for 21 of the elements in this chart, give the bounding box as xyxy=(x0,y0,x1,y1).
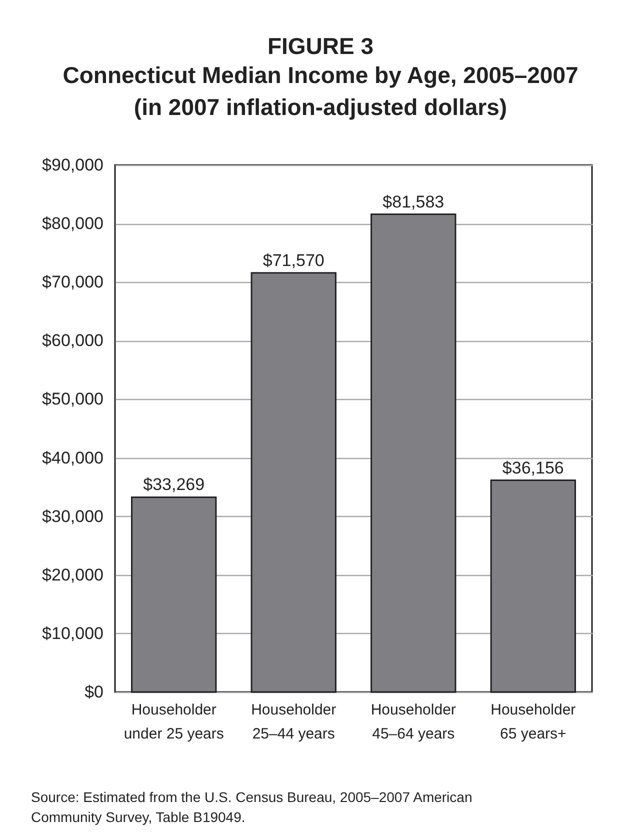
y-tick-label: $10,000 xyxy=(42,624,104,643)
data-label: $81,583 xyxy=(382,192,444,212)
data-label: $71,570 xyxy=(262,250,324,270)
y-tick-label: $0 xyxy=(84,682,104,702)
data-label: $36,156 xyxy=(502,458,564,478)
y-tick-label: $50,000 xyxy=(42,390,104,409)
source-note: Source: Estimated from the U.S. Census Bureau, 2005–2007 American Community Survey, Table B19049. xyxy=(31,789,472,825)
x-tick-label: Householder 65 years+ xyxy=(490,702,576,742)
data-label: $33,269 xyxy=(143,475,205,494)
x-tick-label: Householder 45–64 years xyxy=(370,702,456,742)
y-tick-label: $60,000 xyxy=(42,331,104,350)
chart-subtitle: Connecticut Median Income by Age, 2005–2007 (in 2007 inflation-adjusted dollars) xyxy=(62,62,578,120)
x-tick-label: Householder under 25 years xyxy=(124,702,224,742)
y-tick-label: $40,000 xyxy=(42,448,104,468)
y-tick-label: $20,000 xyxy=(42,565,104,584)
y-tick-label: $80,000 xyxy=(42,214,104,234)
y-tick-label: $90,000 xyxy=(42,156,104,174)
y-tick-label: $30,000 xyxy=(42,506,104,526)
y-tick-label: $70,000 xyxy=(42,272,104,292)
chart-title: FIGURE 3 xyxy=(267,33,374,59)
x-tick-label: Householder 25–44 years xyxy=(251,702,336,742)
